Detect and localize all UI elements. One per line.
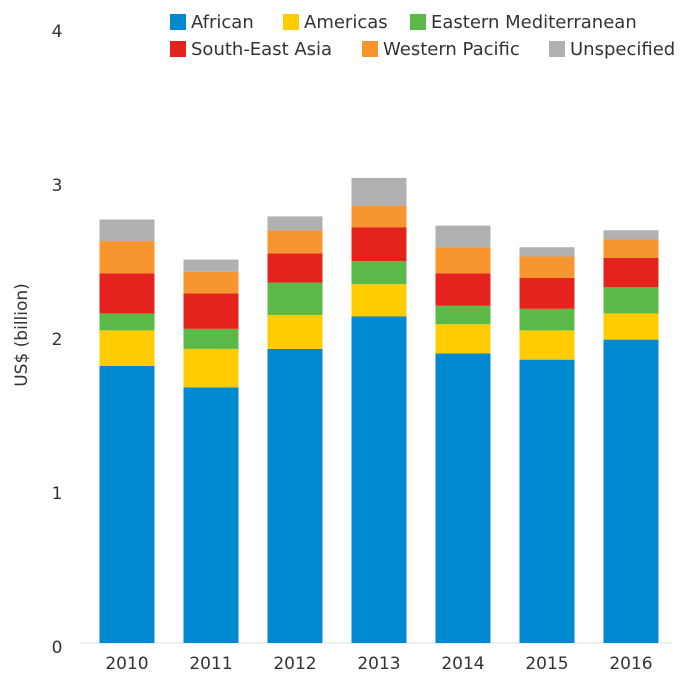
bar-segment bbox=[519, 256, 575, 279]
bar-segment bbox=[267, 282, 323, 315]
bar-segment bbox=[435, 273, 491, 306]
legend-swatch bbox=[170, 41, 186, 57]
x-tick-label: 2010 bbox=[105, 654, 148, 673]
bar-segment bbox=[267, 253, 323, 283]
bar-segment bbox=[99, 219, 155, 242]
bar-segment bbox=[435, 324, 491, 354]
bar-segment bbox=[435, 225, 491, 248]
legend-label: South-East Asia bbox=[191, 39, 332, 60]
y-axis-label: US$ (billion) bbox=[12, 283, 32, 387]
bar-segment bbox=[603, 239, 659, 258]
bar-segment bbox=[435, 247, 491, 274]
bar-segment bbox=[519, 308, 575, 331]
bar-segment bbox=[183, 348, 239, 388]
x-tick-label: 2013 bbox=[357, 654, 400, 673]
legend-swatch bbox=[549, 41, 565, 57]
legend-label: African bbox=[191, 12, 254, 33]
bar-segment bbox=[99, 273, 155, 314]
y-tick-label: 0 bbox=[52, 638, 63, 658]
x-tick-label: 2016 bbox=[609, 654, 652, 673]
bar-segment bbox=[183, 293, 239, 329]
bar-segment bbox=[99, 313, 155, 331]
bar-segment bbox=[351, 316, 407, 643]
bar-segment bbox=[603, 287, 659, 314]
bar-segment bbox=[183, 259, 239, 272]
bar-segment bbox=[267, 216, 323, 231]
legend-swatch bbox=[170, 14, 186, 30]
bar-segment bbox=[267, 230, 323, 254]
bar-segment bbox=[603, 313, 659, 340]
x-tick-label: 2015 bbox=[525, 654, 568, 673]
bar-segment bbox=[603, 230, 659, 240]
bar-segment bbox=[183, 271, 239, 294]
x-tick-label: 2014 bbox=[441, 654, 484, 673]
bar-segment bbox=[99, 330, 155, 366]
y-tick-label: 3 bbox=[52, 176, 63, 196]
bar-segment bbox=[519, 330, 575, 360]
bar-segment bbox=[99, 365, 155, 643]
y-tick-label: 1 bbox=[52, 484, 63, 504]
y-tick-label: 4 bbox=[52, 22, 63, 42]
bar-segment bbox=[183, 328, 239, 349]
legend-label: Unspecified bbox=[570, 39, 675, 60]
legend-label: Western Pacific bbox=[383, 39, 520, 60]
legend-label: Eastern Mediterranean bbox=[431, 12, 637, 33]
legend-swatch bbox=[283, 14, 299, 30]
bar-segment bbox=[351, 205, 407, 228]
bar-segment bbox=[519, 359, 575, 643]
legend-label: Americas bbox=[304, 12, 388, 33]
bar-segment bbox=[435, 353, 491, 643]
bar-segment bbox=[267, 314, 323, 349]
legend-swatch bbox=[410, 14, 426, 30]
bar-segment bbox=[603, 339, 659, 643]
bar-segment bbox=[351, 284, 407, 317]
bar-segment bbox=[351, 177, 407, 206]
bar-segment bbox=[351, 261, 407, 285]
bar-segment bbox=[183, 387, 239, 643]
bar-segment bbox=[603, 258, 659, 288]
bar-segment bbox=[519, 278, 575, 309]
y-tick-label: 2 bbox=[52, 330, 63, 350]
bar-segment bbox=[99, 241, 155, 274]
legend-swatch bbox=[362, 41, 378, 57]
bar-segment bbox=[351, 227, 407, 262]
bar-segment bbox=[435, 305, 491, 325]
x-tick-label: 2011 bbox=[189, 654, 232, 673]
x-tick-label: 2012 bbox=[273, 654, 316, 673]
bar-segment bbox=[519, 247, 575, 257]
bar-segment bbox=[267, 348, 323, 643]
